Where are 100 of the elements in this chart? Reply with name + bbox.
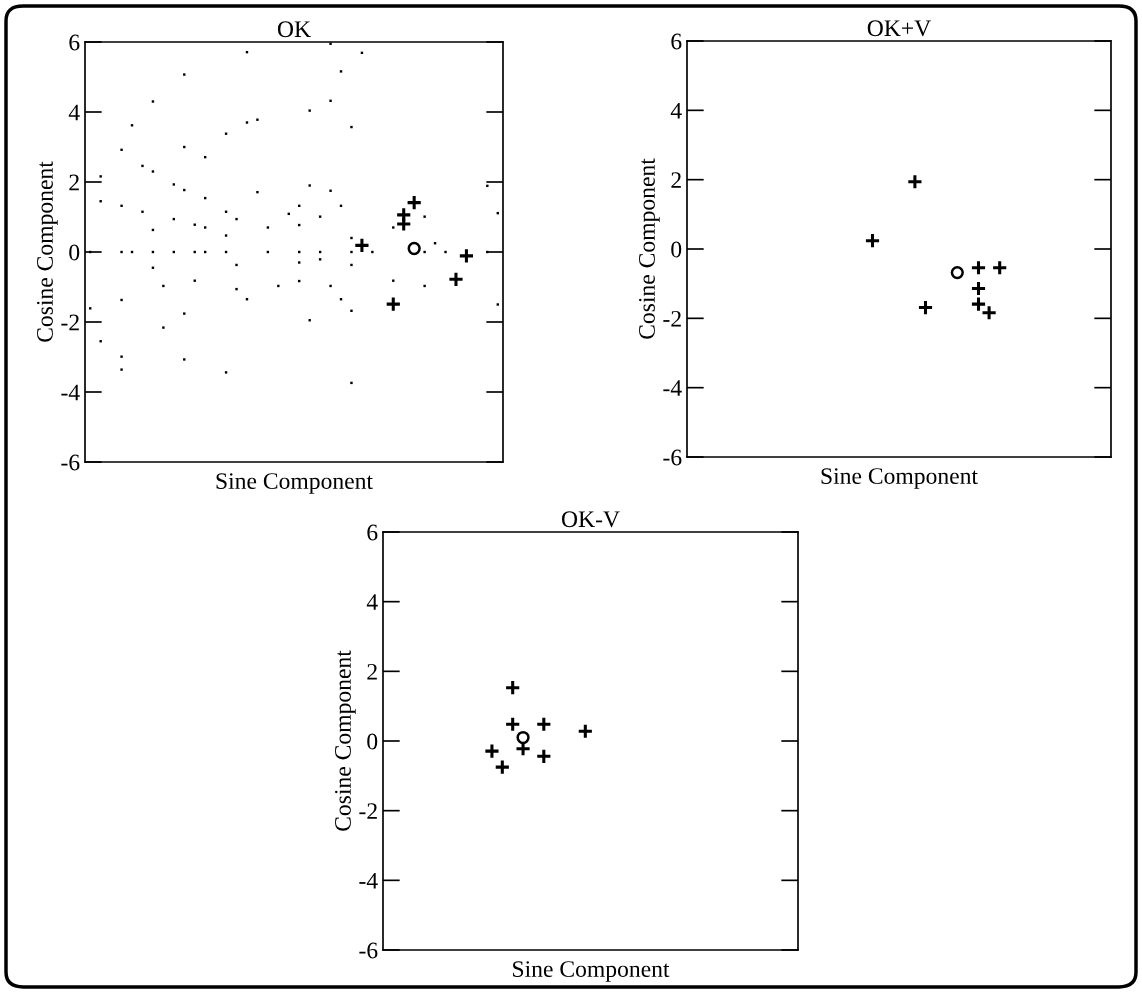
x-axis-title: Sine Component bbox=[821, 468, 978, 489]
point bbox=[395, 215, 412, 233]
point bbox=[151, 100, 155, 103]
point bbox=[444, 250, 447, 254]
point bbox=[277, 284, 280, 288]
point bbox=[350, 236, 353, 240]
point bbox=[99, 175, 102, 178]
point bbox=[183, 358, 186, 361]
point bbox=[224, 234, 228, 237]
point bbox=[350, 381, 353, 385]
point bbox=[991, 259, 1008, 276]
point bbox=[980, 304, 998, 321]
point bbox=[162, 326, 165, 329]
point bbox=[350, 309, 353, 312]
y-tick-label: 0 bbox=[367, 733, 378, 750]
point bbox=[447, 271, 465, 288]
point bbox=[235, 217, 238, 221]
point bbox=[266, 226, 270, 229]
point bbox=[298, 261, 301, 264]
point bbox=[864, 232, 881, 249]
point bbox=[256, 190, 259, 194]
point bbox=[308, 184, 311, 187]
point bbox=[392, 279, 395, 282]
y-tick-label: -2 bbox=[663, 310, 681, 327]
point bbox=[256, 118, 259, 121]
point bbox=[496, 303, 499, 306]
point bbox=[535, 748, 552, 765]
point bbox=[245, 121, 249, 124]
point bbox=[329, 284, 332, 288]
point bbox=[407, 241, 421, 256]
y-tick-label: -6 bbox=[663, 449, 682, 466]
point bbox=[339, 70, 343, 73]
point bbox=[120, 204, 123, 207]
point bbox=[308, 109, 311, 112]
x-axis-title: Sine Component bbox=[513, 961, 670, 982]
point bbox=[318, 258, 322, 261]
point bbox=[120, 148, 123, 151]
point bbox=[494, 759, 511, 776]
point bbox=[516, 730, 530, 745]
y-tick-label: 2 bbox=[671, 172, 681, 188]
chart-title: OK+V bbox=[867, 20, 931, 37]
y-tick-label: 0 bbox=[69, 244, 80, 261]
point bbox=[329, 42, 332, 45]
point bbox=[172, 183, 176, 186]
y-tick-label: -6 bbox=[359, 942, 378, 959]
y-tick-label: -6 bbox=[61, 454, 80, 471]
y-axis-title: Cosine Component bbox=[639, 158, 660, 339]
point bbox=[308, 319, 311, 322]
y-tick-label: -4 bbox=[359, 872, 378, 889]
point bbox=[577, 723, 594, 740]
y-tick-label: -2 bbox=[359, 803, 377, 819]
point bbox=[329, 99, 332, 102]
y-tick-label: -4 bbox=[61, 384, 80, 401]
point bbox=[224, 371, 228, 374]
point bbox=[917, 299, 934, 316]
point bbox=[120, 250, 123, 254]
point bbox=[371, 250, 374, 254]
point bbox=[183, 73, 186, 76]
point bbox=[120, 355, 123, 358]
point bbox=[224, 132, 228, 135]
point bbox=[458, 247, 475, 264]
point bbox=[970, 259, 987, 276]
point bbox=[970, 280, 987, 297]
chart-title: OK-V bbox=[561, 511, 620, 528]
y-tick-label: 2 bbox=[367, 663, 377, 680]
chart-title: OK bbox=[277, 21, 311, 38]
y-tick-label: 0 bbox=[671, 241, 682, 258]
point bbox=[486, 250, 489, 254]
point bbox=[504, 679, 521, 696]
point bbox=[235, 287, 238, 291]
point bbox=[99, 340, 102, 343]
point bbox=[193, 223, 196, 226]
point bbox=[99, 200, 102, 203]
point bbox=[350, 263, 353, 267]
point bbox=[423, 215, 426, 218]
point bbox=[329, 189, 332, 192]
point bbox=[203, 226, 207, 229]
point bbox=[385, 296, 402, 313]
y-tick-label: 6 bbox=[671, 33, 682, 50]
point bbox=[162, 284, 165, 288]
y-tick-label: 4 bbox=[68, 104, 80, 121]
point bbox=[141, 164, 144, 168]
y-tick-label: 2 bbox=[69, 174, 79, 191]
point bbox=[906, 173, 924, 190]
point bbox=[406, 194, 423, 211]
point bbox=[120, 368, 123, 371]
point bbox=[486, 184, 489, 188]
point bbox=[141, 210, 144, 213]
x-axis-title: Sine Component bbox=[216, 473, 373, 494]
y-tick-label: 6 bbox=[367, 524, 378, 541]
point bbox=[193, 279, 196, 282]
y-tick-label: 4 bbox=[366, 594, 378, 610]
point bbox=[318, 215, 322, 218]
point bbox=[423, 284, 426, 288]
point bbox=[950, 265, 964, 280]
point bbox=[120, 298, 123, 302]
point bbox=[235, 263, 238, 267]
point bbox=[483, 742, 501, 760]
point bbox=[350, 125, 353, 129]
point bbox=[392, 226, 395, 229]
